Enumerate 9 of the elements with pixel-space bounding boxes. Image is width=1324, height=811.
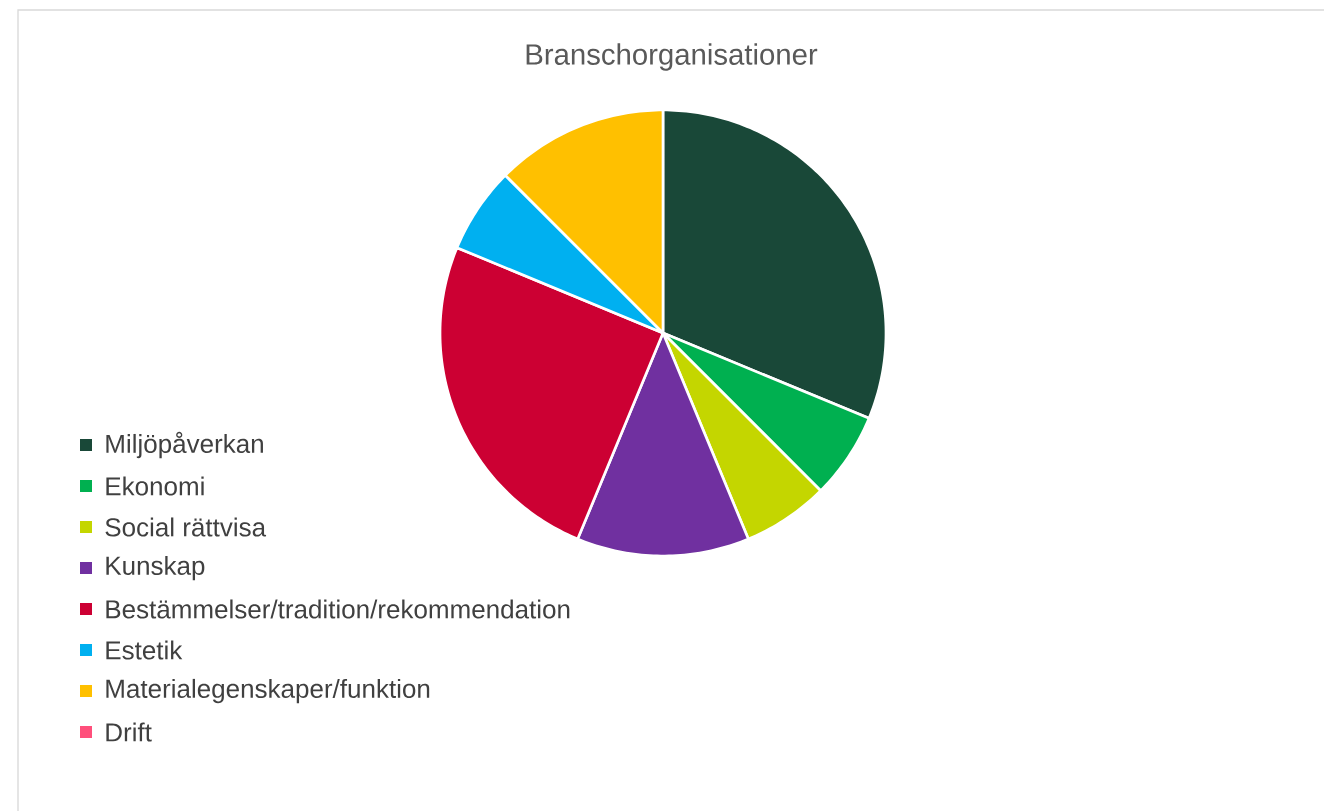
legend-label: Miljöpåverkan xyxy=(106,431,263,459)
legend-label: Ekonomi xyxy=(106,476,204,496)
legend-label: Drift xyxy=(106,722,152,742)
legend-label: Estetik xyxy=(106,640,183,660)
legend-label: Social rättvisa xyxy=(105,517,267,537)
legend-label: Bestämmelser/tradition/rekommendation xyxy=(106,599,570,619)
legend-label: Kunskap xyxy=(106,555,205,581)
legend-label: Materialegenskaper/funktion xyxy=(106,678,430,704)
chart-title: Branschorganisationer xyxy=(526,43,818,71)
